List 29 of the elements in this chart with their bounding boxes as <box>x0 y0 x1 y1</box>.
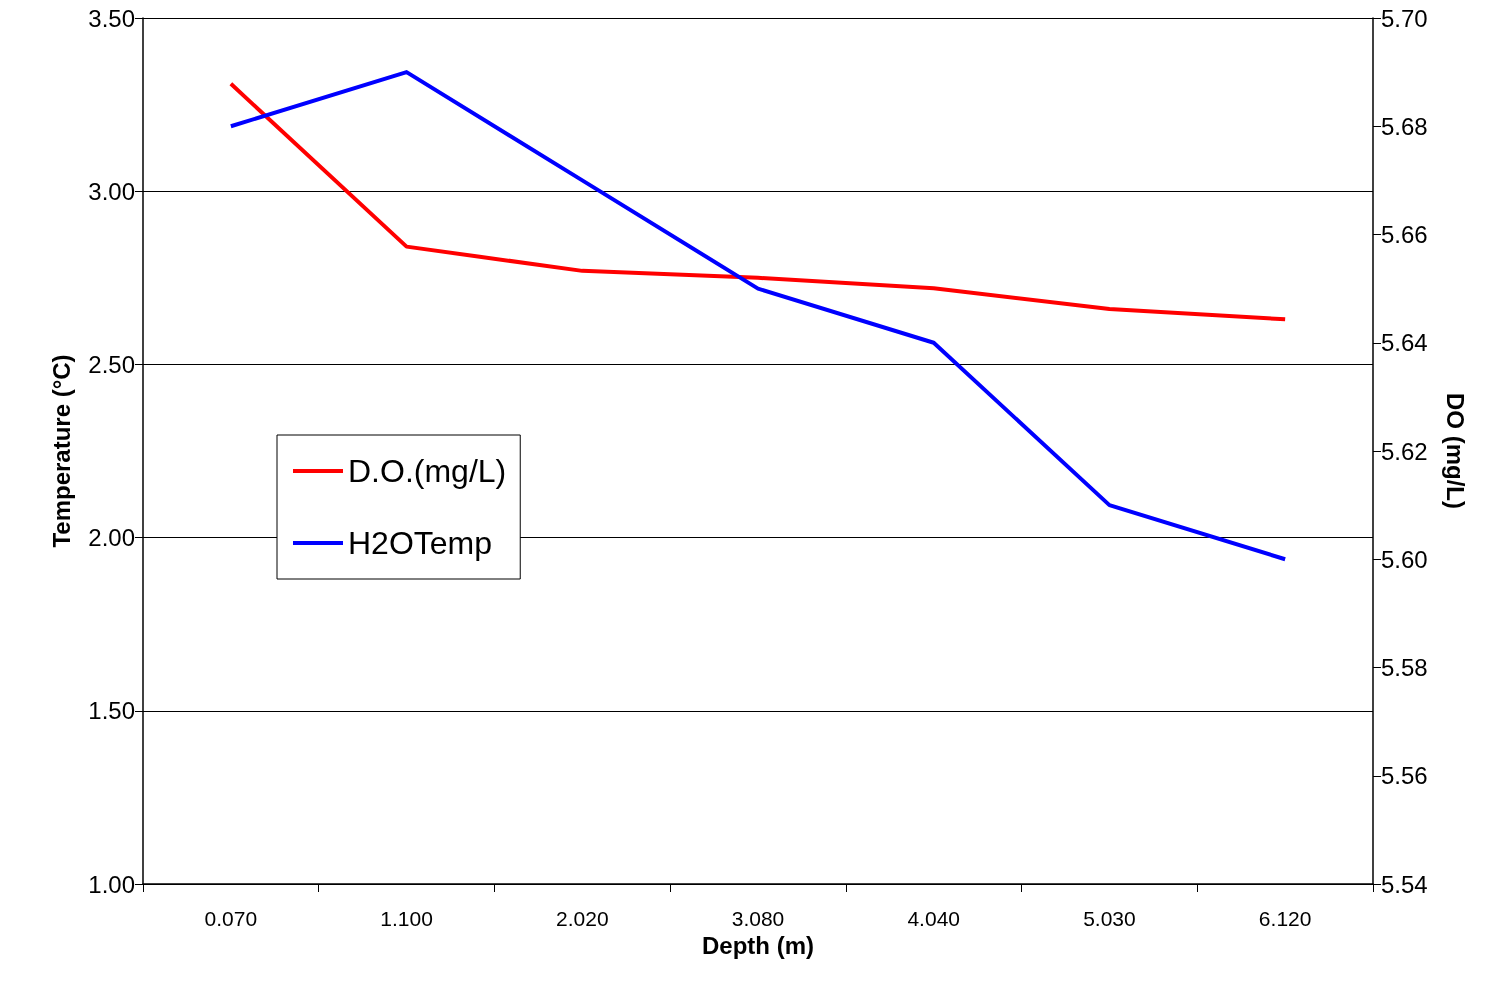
y2-tick-label: 5.64 <box>1381 329 1428 357</box>
x-tick-label: 6.120 <box>1258 907 1312 930</box>
x-tick-label: 3.080 <box>731 907 785 930</box>
y-tick-label: 2.00 <box>88 524 135 552</box>
y2-tick-label: 5.68 <box>1381 112 1428 140</box>
y-tick-label: 3.00 <box>88 177 135 205</box>
y-axis-title: Temperature (°C) <box>47 354 75 548</box>
y-tick-label: 3.50 <box>88 4 135 32</box>
y-tick-label: 2.50 <box>88 350 135 378</box>
y2-tick-label: 5.66 <box>1381 221 1428 248</box>
y-tick-label: 1.00 <box>88 870 135 898</box>
y2-tick-label: 5.54 <box>1381 870 1428 898</box>
legend-label: D.O.(mg/L) <box>348 453 507 489</box>
line-series <box>228 70 1288 562</box>
y2-tick-label: 5.70 <box>1381 4 1428 32</box>
x-axis-title: Depth (m) <box>702 932 814 960</box>
x-tick-label: 5.030 <box>1083 907 1136 930</box>
y2-tick-label: 5.62 <box>1381 437 1428 465</box>
y2-tick-label: 5.58 <box>1381 654 1428 681</box>
x-tick-label: 0.070 <box>204 907 258 930</box>
x-tick-label: 4.040 <box>907 907 960 930</box>
x-tick-label: 1.100 <box>380 907 433 930</box>
legend-label: H2OTemp <box>348 525 493 561</box>
y2-axis-title: DO (mg/L) <box>1441 393 1469 509</box>
line-series <box>228 81 1288 322</box>
x-tick-label: 2.020 <box>556 907 609 930</box>
y2-tick-label: 5.56 <box>1381 762 1428 790</box>
y2-tick-label: 5.60 <box>1381 545 1428 573</box>
y-tick-label: 1.50 <box>88 697 135 725</box>
